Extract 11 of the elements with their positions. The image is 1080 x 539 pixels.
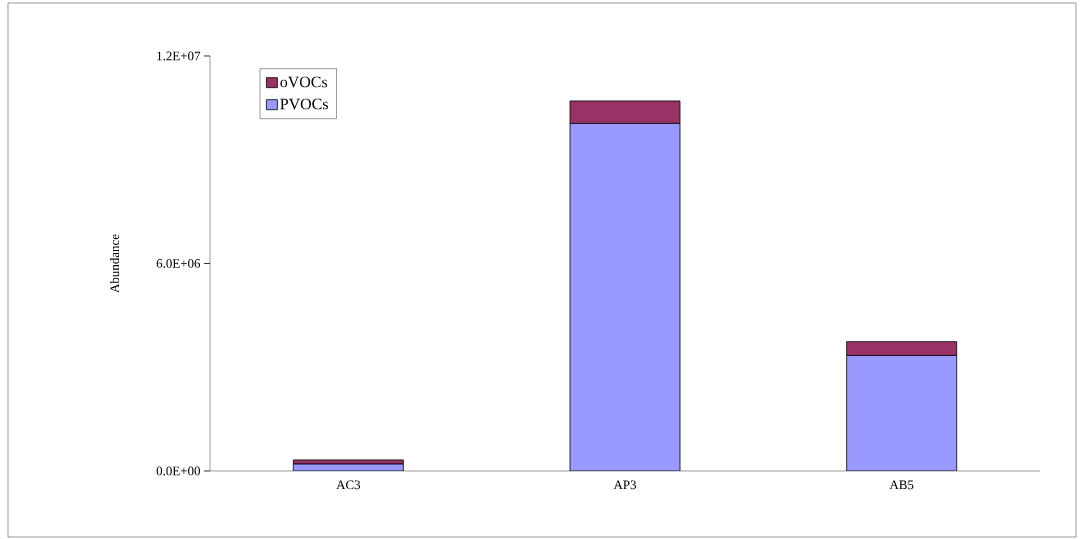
x-tick-label: AP3 — [613, 480, 637, 490]
x-tick-label: AC3 — [336, 480, 361, 490]
y-tick-label: 0.0E+00 — [156, 466, 200, 476]
y-tick-label: 1.2E+07 — [157, 51, 201, 61]
bar — [569, 123, 681, 471]
bar — [846, 355, 958, 471]
y-axis-title: Abundance — [110, 234, 120, 293]
legend-label: PVOCs — [280, 98, 328, 110]
y-tick-label: 6.0E+06 — [156, 259, 201, 268]
x-tick-label: AB5 — [889, 480, 914, 490]
legend-label: oVOCs — [280, 76, 328, 88]
